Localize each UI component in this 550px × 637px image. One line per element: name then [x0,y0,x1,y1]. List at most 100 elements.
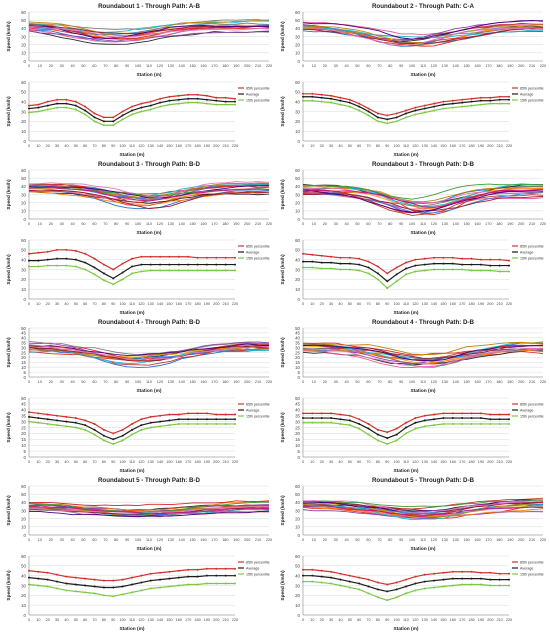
percentile-speed-chart: 0 5 10 15 20 25 30 35 40 45 50 0 10 20 30 40 50 60 70 80 90 1… [4,394,275,474]
x-tick-label: 90 [399,380,403,384]
p85-marker [46,100,49,103]
average-marker [234,100,236,103]
p15-marker [367,114,370,117]
x-tick-label: 50 [348,460,352,464]
p85-marker [74,576,77,579]
x-axis-label: Station (m) [136,72,161,78]
p15-marker [131,433,133,436]
average-marker [93,585,96,588]
y-axis-label: Speed (km/h) [280,179,286,210]
average-marker [498,264,501,267]
average-marker [65,420,68,423]
x-axis-label: Station (m) [393,468,418,474]
x-tick-label: 100 [119,302,125,306]
p85-marker [177,569,180,572]
x-tick-label: 200 [244,380,250,384]
p15-marker [149,426,152,429]
x-tick-label: 180 [194,144,200,148]
legend-label: 15th percentile [246,414,270,418]
x-tick-label: 180 [496,380,502,384]
y-tick-label: 0 [298,533,301,538]
x-tick-label: 150 [440,144,446,148]
y-axis-label: Speed (km/h) [6,179,12,210]
p15-line [303,266,509,289]
chart-svg: Roundabout 3 - Through Path: D-B 0 10 20 30 4… [280,161,546,236]
x-tick-label: 120 [412,144,418,148]
x-tick-label: 20 [46,618,50,622]
p85-marker [112,116,115,119]
p85-marker [330,412,333,415]
speed-profile-line [302,505,544,517]
y-axis-label: Speed (km/h) [6,96,12,127]
x-tick-label: 190 [233,538,239,542]
p15-marker [442,585,445,588]
y-axis-label: Speed (km/h) [6,337,12,368]
x-tick-label: 100 [119,144,125,148]
x-tick-label: 130 [168,64,174,68]
p85-marker [84,105,87,108]
percentile-speed-chart: 0 10 20 30 40 50 60 0 10 20 30 40 50 60 70 80 90 100 110 12… [4,236,275,316]
p15-marker [320,581,323,584]
x-tick-label: 20 [46,144,50,148]
average-marker [433,418,436,421]
x-axis-label: Station (m) [119,152,144,158]
average-marker [358,105,361,108]
p85-marker [28,569,30,572]
average-marker [215,418,218,421]
average-marker [205,418,208,421]
average-marker [367,585,370,588]
x-tick-label: 50 [355,222,359,226]
p15-marker [224,269,227,272]
speed-profile-chart: Roundabout 3 - Through Path: D-B 0 10 20 30 4… [278,158,549,236]
p15-marker [93,273,96,276]
x-tick-label: 210 [496,302,502,306]
x-tick-label: 20 [320,144,324,148]
average-marker [442,417,445,420]
p85-marker [470,570,473,573]
average-marker [84,261,87,264]
p15-marker [386,122,389,125]
x-tick-label: 60 [366,380,370,384]
p15-marker [112,124,115,127]
average-marker [376,272,379,275]
speed-profile-line [302,189,544,213]
y-tick-label: 0 [24,297,27,302]
y-tick-label: 20 [21,355,26,360]
x-tick-label: 40 [345,64,349,68]
chart-title: Roundabout 2 - Through Path: C-A [372,3,475,10]
x-tick-label: 100 [409,538,415,542]
x-tick-label: 180 [194,460,200,464]
p15-line [303,100,509,124]
p85-marker [65,248,68,251]
p15-marker [302,99,304,102]
p15-marker [508,102,510,105]
x-tick-label: 20 [323,222,327,226]
p15-marker [376,120,379,123]
p85-marker [46,250,49,253]
p85-marker [93,422,96,425]
x-tick-label: 110 [420,538,426,542]
average-marker [121,271,124,274]
speed-profile-line [28,25,270,40]
x-tick-label: 60 [357,460,361,464]
x-tick-label: 220 [506,460,512,464]
average-marker [159,578,162,581]
p85-marker [498,95,501,98]
x-tick-label: 100 [393,144,399,148]
x-tick-label: 0 [28,380,30,384]
speed-profile-line [302,509,544,519]
x-tick-label: 160 [474,380,480,384]
p85-marker [433,256,436,259]
x-tick-label: 0 [302,380,304,384]
p85-marker [74,417,77,420]
p85-marker [121,110,124,113]
x-tick-label: 180 [194,302,200,306]
p15-marker [508,422,510,425]
x-tick-label: 0 [28,64,30,68]
average-marker [28,415,30,418]
x-axis-label: Station (m) [410,388,435,394]
p85-marker [121,578,124,581]
average-marker [187,418,190,421]
